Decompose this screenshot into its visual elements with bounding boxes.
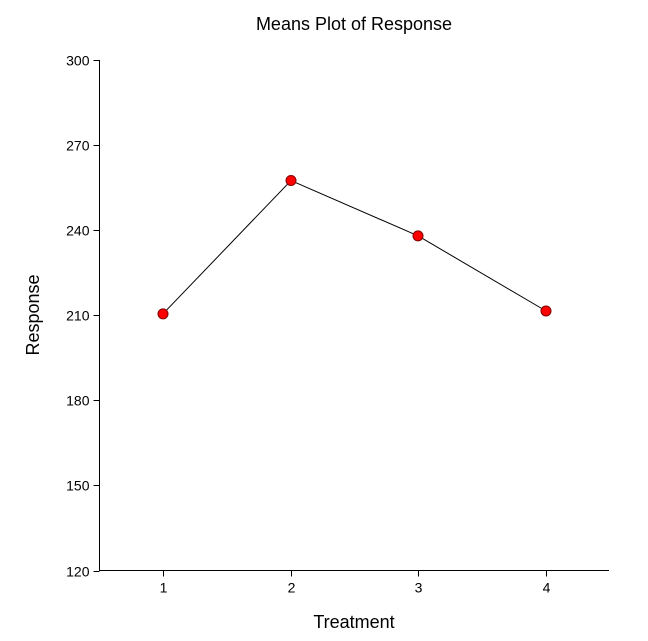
y-tick-label: 150	[66, 478, 90, 494]
series-line-segment	[417, 235, 547, 312]
y-tick-label: 240	[66, 223, 90, 239]
x-axis-ticks: 1 2 3 4	[160, 570, 551, 596]
y-axis-ticks: 120 150 180 210 240 270 300	[66, 53, 100, 580]
x-axis-label: Treatment	[313, 612, 394, 632]
series-line-segment	[290, 180, 419, 237]
chart-title: Means Plot of Response	[256, 14, 452, 34]
y-axis-label: Response	[23, 274, 43, 355]
data-point-treatment-3	[412, 230, 424, 242]
x-tick-label: 4	[543, 580, 551, 596]
y-tick-label: 300	[66, 53, 90, 69]
series-lines	[162, 180, 547, 315]
x-tick-label: 3	[415, 580, 423, 596]
data-point-treatment-4	[540, 305, 552, 317]
y-tick-label: 210	[66, 308, 90, 324]
data-point-treatment-2	[285, 175, 297, 187]
series-line-segment	[162, 180, 292, 315]
y-tick-label: 120	[66, 564, 90, 580]
x-tick-label: 2	[288, 580, 296, 596]
y-tick-label: 180	[66, 393, 90, 409]
data-point-treatment-1	[157, 308, 169, 320]
series-points	[157, 175, 552, 320]
x-tick-label: 1	[160, 580, 168, 596]
y-tick-label: 270	[66, 138, 90, 154]
